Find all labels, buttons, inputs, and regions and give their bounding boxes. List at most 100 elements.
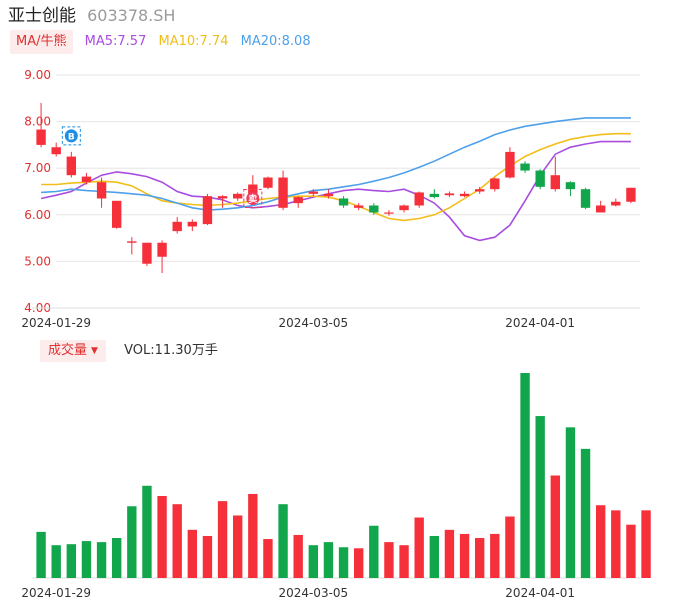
candle-body bbox=[81, 176, 92, 183]
candle bbox=[66, 151, 77, 178]
volume-bar bbox=[112, 538, 122, 578]
volume-bar bbox=[217, 501, 228, 578]
candle bbox=[474, 186, 485, 194]
volume-bar bbox=[535, 416, 545, 578]
candle-body bbox=[399, 205, 409, 211]
volume-bar bbox=[550, 475, 560, 578]
candle bbox=[565, 181, 576, 197]
volume-bar bbox=[323, 542, 334, 578]
volume-bar bbox=[293, 534, 303, 578]
ma20-line bbox=[41, 117, 631, 211]
candle bbox=[112, 200, 122, 229]
volume-bar bbox=[172, 504, 182, 578]
candle bbox=[323, 189, 334, 199]
volume-indicator-label: 成交量 bbox=[48, 343, 88, 358]
y-tick-label: 6.00 bbox=[24, 208, 51, 222]
candle-body bbox=[308, 191, 319, 194]
candle-body bbox=[611, 201, 621, 206]
volume-bar bbox=[36, 531, 46, 578]
signal-frame bbox=[243, 189, 263, 209]
candle bbox=[535, 169, 545, 190]
buy-signal-icon: B bbox=[61, 126, 81, 146]
candle-body bbox=[535, 170, 545, 187]
volume-bar bbox=[520, 373, 530, 578]
candle-body bbox=[338, 198, 349, 206]
ma-legend: MA/牛熊 MA5:7.57 MA10:7.74 MA20:8.08 bbox=[10, 30, 311, 54]
candle bbox=[293, 196, 303, 208]
stock-name: 亚士创能 bbox=[8, 6, 76, 26]
volume-bar bbox=[278, 504, 288, 578]
signal-badge bbox=[246, 192, 260, 206]
volume-bar bbox=[157, 496, 167, 578]
volume-bar bbox=[81, 541, 92, 578]
volume-bar bbox=[263, 539, 273, 578]
ma5-line bbox=[40, 140, 631, 242]
candle bbox=[490, 177, 500, 192]
candle bbox=[595, 200, 606, 213]
candle bbox=[611, 198, 621, 207]
volume-bar bbox=[369, 525, 379, 578]
volume-bar bbox=[490, 533, 500, 578]
volume-value: VOL:11.30万手 bbox=[124, 343, 218, 358]
y-tick-label: 7.00 bbox=[24, 161, 51, 175]
signal-text: 卖 bbox=[248, 193, 257, 205]
volume-bar bbox=[505, 516, 515, 578]
candle bbox=[369, 203, 379, 215]
candle bbox=[520, 161, 530, 173]
candle bbox=[127, 237, 137, 255]
ma-type-selector[interactable]: MA/牛熊 bbox=[10, 30, 73, 54]
candle-body bbox=[353, 205, 364, 208]
candle bbox=[353, 203, 364, 211]
candle bbox=[444, 191, 455, 198]
volume-bar bbox=[96, 542, 107, 578]
candle-body bbox=[187, 221, 198, 227]
candle-body bbox=[384, 212, 394, 214]
candle-body bbox=[459, 193, 470, 197]
stock-title: 亚士创能 603378.SH bbox=[8, 3, 175, 29]
volume-bar bbox=[444, 529, 455, 578]
candle-body bbox=[233, 193, 243, 199]
candle-body bbox=[66, 156, 77, 176]
candle-body bbox=[278, 177, 288, 208]
volume-bar bbox=[202, 535, 213, 578]
candle bbox=[399, 204, 409, 213]
candle-body bbox=[580, 189, 591, 208]
candle bbox=[308, 189, 319, 197]
volume-bar bbox=[399, 545, 409, 578]
candle bbox=[429, 189, 439, 199]
volume-bar bbox=[66, 544, 77, 578]
candle bbox=[157, 240, 167, 274]
candle bbox=[96, 177, 107, 208]
candle-body bbox=[263, 177, 273, 188]
candle-body bbox=[490, 178, 500, 190]
sell-signal-icon: 卖 bbox=[243, 189, 263, 209]
candle-body bbox=[429, 193, 439, 198]
candle-body bbox=[248, 184, 258, 197]
candle-body bbox=[172, 221, 182, 232]
candle bbox=[187, 219, 198, 232]
ma10-line bbox=[41, 132, 631, 222]
volume-bar bbox=[353, 548, 364, 578]
candle-body bbox=[96, 182, 107, 199]
candle bbox=[36, 102, 46, 148]
candle bbox=[172, 217, 182, 234]
candle bbox=[459, 191, 470, 198]
ma5-value: MA5:7.57 bbox=[84, 34, 147, 49]
volume-bar bbox=[429, 535, 439, 578]
volume-bar bbox=[384, 542, 394, 578]
volume-indicator-selector[interactable]: 成交量 ▼ bbox=[40, 340, 106, 362]
volume-bar bbox=[187, 529, 198, 578]
candle bbox=[580, 187, 591, 210]
volume-bar bbox=[459, 533, 470, 578]
candle bbox=[278, 170, 288, 211]
candle bbox=[233, 192, 243, 201]
y-tick-label: 8.00 bbox=[24, 115, 51, 129]
candle-body bbox=[626, 187, 636, 202]
candle-body bbox=[520, 163, 530, 171]
volume-bar bbox=[233, 515, 243, 578]
candle bbox=[142, 242, 152, 267]
candle-body bbox=[217, 196, 228, 199]
candle bbox=[263, 176, 273, 190]
volume-bar bbox=[595, 505, 606, 578]
candle-body bbox=[323, 193, 334, 197]
